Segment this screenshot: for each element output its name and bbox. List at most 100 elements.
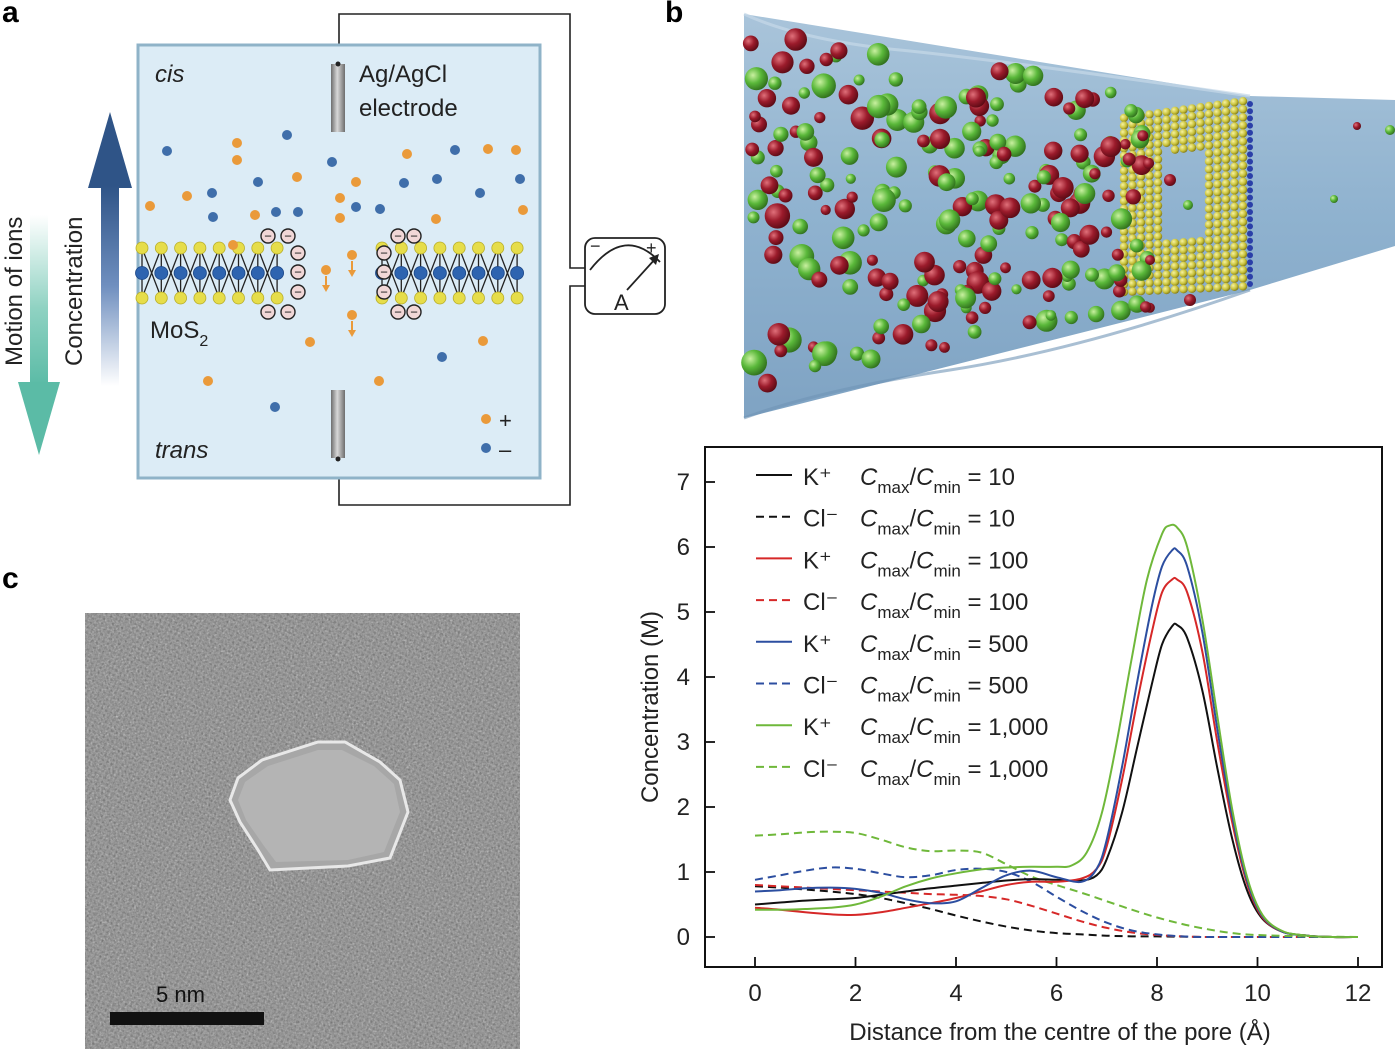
mos2-atom <box>1179 136 1188 146</box>
mos2-atom <box>1221 123 1231 132</box>
mos2-atom <box>1145 148 1154 157</box>
mos2-atom <box>1196 276 1205 285</box>
cation-sphere <box>866 254 878 266</box>
cation-sphere <box>771 51 794 74</box>
mos2-atom <box>1238 97 1248 106</box>
mos2-atom <box>1128 279 1137 289</box>
mos2-atom <box>1162 131 1171 140</box>
edge-atom <box>1247 273 1253 280</box>
mos2-atom <box>1230 202 1239 211</box>
mos2-atom <box>1230 122 1239 131</box>
mos2-atom <box>1213 235 1222 245</box>
mos2-atom <box>1230 186 1239 195</box>
cation-sphere <box>1028 179 1042 193</box>
mos2-atom <box>1153 116 1163 126</box>
mos2-atom <box>1238 233 1248 243</box>
mos2-atom <box>1204 149 1214 158</box>
mos2-atom <box>1153 216 1163 226</box>
sulfur-atom <box>154 241 168 255</box>
mos2-atom <box>1153 147 1163 156</box>
legend-ion-name: K⁺ <box>803 714 832 741</box>
legend-ion-name: K⁺ <box>803 547 832 574</box>
mos2-atom <box>1153 139 1163 149</box>
anion-sphere <box>808 359 822 373</box>
mos2-atom <box>1221 235 1231 244</box>
edge-atom <box>1247 173 1253 179</box>
edge-atom <box>1247 108 1253 115</box>
mos2-atom <box>1153 247 1163 257</box>
anion-sphere <box>1020 193 1041 214</box>
mos2-atom <box>1170 277 1180 287</box>
anion-sphere <box>990 97 1004 112</box>
edge-atom <box>1247 158 1253 165</box>
legend-ion-name: K⁺ <box>803 464 832 491</box>
mos2-atom <box>1221 107 1231 116</box>
cation <box>374 376 384 386</box>
panel-label-b: b <box>665 0 684 29</box>
sulfur-atom <box>510 291 524 305</box>
mos2-atom <box>1204 204 1214 214</box>
anion-sphere <box>888 72 903 87</box>
edge-atom <box>1247 281 1253 287</box>
cation <box>351 177 361 187</box>
cation <box>228 240 238 250</box>
concentration-label: Concentration <box>61 217 88 366</box>
cation-sphere <box>838 84 859 105</box>
anion-sphere <box>831 226 855 250</box>
cation-sphere <box>778 188 793 203</box>
mos2-atom <box>1196 134 1205 143</box>
mos2-atom <box>1162 138 1171 148</box>
electrode-label-line1: Ag/AgCl <box>359 61 447 88</box>
x-tick-label: 4 <box>949 980 962 1007</box>
edge-negative-charge <box>290 245 306 261</box>
cation-sphere <box>811 271 828 288</box>
mos2-atom <box>1187 245 1197 254</box>
mos2-atom <box>1153 193 1163 203</box>
cation-sphere <box>966 87 986 108</box>
y-tick-label: 5 <box>677 599 690 626</box>
mos2-atom <box>1221 243 1231 252</box>
mos2-atom <box>1221 211 1231 220</box>
edge-negative-charge <box>280 304 296 320</box>
mos2-atom <box>1153 270 1163 280</box>
mos2-atom <box>1187 237 1197 246</box>
chart-frame <box>704 446 1383 968</box>
mos2-atom <box>1153 124 1163 133</box>
mos2-atom <box>1213 108 1222 117</box>
edge-atom <box>1247 151 1253 158</box>
mos2-atom <box>1119 121 1129 130</box>
cation-sphere <box>757 89 777 108</box>
mos2-atom <box>1238 282 1248 291</box>
anion <box>207 188 217 198</box>
mos2-atom <box>1162 278 1171 287</box>
anion-sphere <box>1110 208 1133 230</box>
mos2-atom <box>1230 178 1239 187</box>
charge-sign: − <box>380 246 388 261</box>
mos2-atom <box>1221 147 1231 156</box>
x-tick-label: 12 <box>1345 980 1372 1007</box>
anion-sphere <box>885 156 907 178</box>
mos2-atom <box>1119 242 1129 251</box>
mos2-atom <box>1196 268 1205 277</box>
cation-sphere <box>1120 139 1131 150</box>
mos2-atom <box>1230 274 1239 283</box>
anion-sphere <box>898 199 912 213</box>
mos2-atom <box>1213 172 1222 181</box>
cation-sphere <box>768 230 784 246</box>
mos2-atom <box>1204 228 1214 237</box>
series-line <box>754 884 1358 939</box>
mos2-atom <box>1170 129 1180 139</box>
mos2-atom <box>1145 117 1154 127</box>
mos2-atom <box>1221 187 1231 196</box>
sulfur-atom <box>452 241 466 255</box>
mos2-atom <box>1179 253 1188 263</box>
anion <box>432 174 442 184</box>
mos2-atom <box>1179 113 1188 122</box>
chart-legend: K⁺ Cmax/Cmin = 10 Cl⁻ Cmax/Cmin = 10 K⁺ Cmax/… <box>756 464 1048 789</box>
mos2-atom <box>1136 203 1146 212</box>
sulfur-atom <box>174 241 188 255</box>
mos2-atom <box>1162 115 1171 124</box>
mos2-atom <box>1145 202 1154 211</box>
